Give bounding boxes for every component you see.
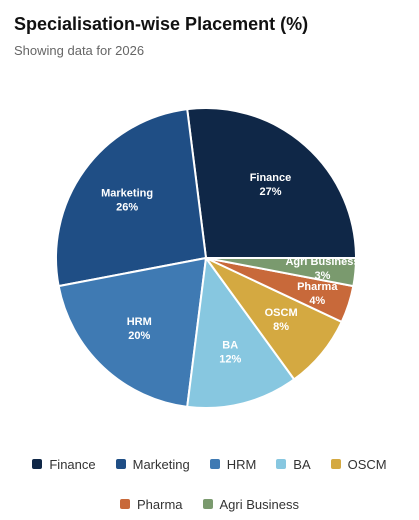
- legend-swatch: [330, 459, 341, 469]
- slice-label: BA: [222, 339, 238, 351]
- chart: Finance 27% Marketing 26% HRM 20% BA 12% OSCM 8% P…: [55, 107, 359, 409]
- legend-swatch: [119, 499, 130, 509]
- pie-slice: [57, 256, 208, 408]
- legend-swatch: [32, 459, 43, 469]
- slice-value: 8%: [273, 321, 289, 333]
- legend-label: Pharma: [136, 496, 183, 512]
- legend-label: BA: [293, 456, 311, 472]
- legend-swatch: [202, 499, 213, 509]
- slice-label: OSCM: [265, 307, 298, 319]
- legend-item[interactable]: Agri Business: [202, 496, 299, 512]
- slice-value: 27%: [259, 186, 281, 198]
- legend-swatch: [209, 459, 220, 469]
- legend: Finance Marketing HRM BA OSCM Pharma Agri Busi…: [20, 456, 399, 512]
- chart-subtitle: Showing data for 2026: [14, 43, 145, 58]
- legend-label: OSCM: [347, 456, 387, 472]
- slice-value: 26%: [116, 202, 138, 214]
- slice-value: 4%: [309, 295, 325, 307]
- slice-value: 3%: [315, 270, 331, 282]
- legend-item[interactable]: OSCM: [330, 456, 387, 472]
- pie-slice: [186, 107, 358, 259]
- legend-item[interactable]: Marketing: [115, 456, 190, 472]
- legend-item[interactable]: BA: [276, 456, 311, 472]
- legend-label: HRM: [226, 456, 257, 472]
- legend-label: Agri Business: [219, 496, 299, 512]
- legend-label: Marketing: [132, 456, 190, 472]
- pie-slice: [205, 257, 358, 288]
- legend-item[interactable]: Finance: [32, 456, 96, 472]
- pie-slice: [186, 255, 296, 409]
- slice-label: Pharma: [297, 281, 338, 293]
- slice-label: Marketing: [101, 188, 153, 200]
- slice-label: HRM: [127, 316, 152, 328]
- legend-item[interactable]: Pharma: [119, 496, 183, 512]
- legend-item[interactable]: HRM: [209, 456, 257, 472]
- slice-label: Agri Business: [285, 256, 359, 268]
- slice-value: 20%: [128, 330, 150, 342]
- chart-title: Specialisation-wise Placement (%): [14, 14, 309, 34]
- slice-label: Finance: [250, 172, 292, 184]
- legend-swatch: [276, 459, 287, 469]
- slice-value: 12%: [219, 353, 241, 365]
- legend-swatch: [115, 459, 126, 469]
- legend-label: Finance: [49, 456, 96, 472]
- pie-slice: [55, 108, 208, 288]
